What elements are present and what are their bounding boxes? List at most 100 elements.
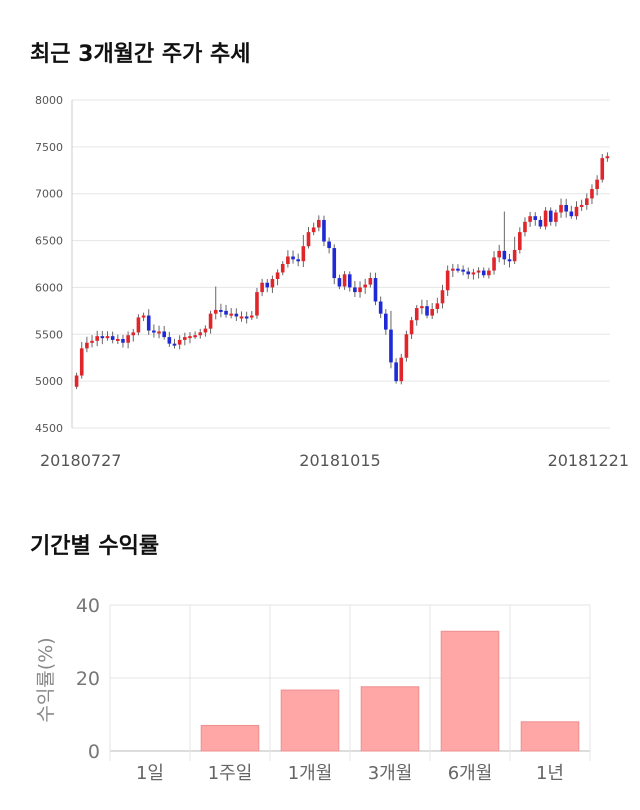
- candle-body: [554, 212, 558, 222]
- candle-body: [435, 303, 440, 309]
- candle-body: [198, 332, 203, 336]
- returns-bar: [520, 721, 580, 752]
- returns-bar: [360, 686, 420, 752]
- candle-body: [420, 306, 424, 309]
- candle-body: [239, 316, 244, 319]
- candle-body: [363, 284, 367, 288]
- candle-body: [461, 269, 465, 272]
- candle-body: [466, 271, 471, 275]
- candle-body: [177, 339, 182, 345]
- candle-body: [492, 257, 496, 271]
- price-y-tick: 6500: [35, 235, 63, 248]
- returns-bars: [200, 630, 580, 752]
- price-trend-chart: 8000 7500 7000 6500 6000 5500 5000 4500 2018072…: [35, 94, 629, 470]
- candle-body: [332, 248, 337, 279]
- price-x-tick: 20181015: [299, 451, 380, 470]
- candle-body: [188, 336, 192, 339]
- candle-body: [167, 337, 172, 344]
- returns-x-tick: 6개월: [448, 763, 493, 784]
- price-grid: [71, 99, 610, 429]
- candle-body: [301, 246, 306, 262]
- price-y-tick: 7000: [35, 188, 63, 201]
- candle-body: [141, 315, 146, 318]
- candle-body: [569, 211, 574, 217]
- candle-body: [414, 308, 419, 321]
- candle-body: [373, 278, 378, 302]
- price-chart-title: 최근 3개월간 주가 추세: [30, 42, 251, 67]
- candle-body: [95, 336, 99, 341]
- price-y-tick: 8000: [35, 94, 63, 107]
- candle-body: [543, 210, 548, 227]
- candle-body: [440, 290, 445, 304]
- returns-x-tick: 1일: [136, 763, 164, 784]
- candle-body: [471, 272, 476, 275]
- candle-body: [585, 198, 589, 205]
- candle-body: [399, 357, 404, 382]
- returns-bar: [280, 689, 340, 752]
- candle-body: [244, 316, 249, 319]
- candle-body: [90, 340, 94, 343]
- candle-body: [425, 306, 429, 316]
- candle-body: [337, 278, 342, 287]
- candle-body: [404, 334, 409, 358]
- returns-x-axis: 1일 1주일 1개월 3개월 6개월 1년: [136, 763, 564, 784]
- candle-body: [193, 335, 197, 338]
- candle-body: [574, 206, 579, 217]
- candle-body: [389, 329, 393, 363]
- candle-body: [116, 338, 120, 341]
- candle-body: [533, 216, 538, 220]
- price-candles: [74, 152, 610, 390]
- candle-body: [126, 335, 130, 343]
- candle-body: [579, 204, 584, 207]
- returns-chart-title: 기간별 수익률: [30, 534, 160, 559]
- candle-body: [384, 313, 388, 330]
- candle-body: [280, 264, 285, 273]
- candle-body: [528, 216, 532, 222]
- candle-body: [260, 282, 264, 293]
- candle-body: [136, 317, 141, 333]
- candle-body: [229, 313, 233, 316]
- candle-body: [394, 362, 398, 382]
- price-x-axis: 20180727 20181015 20181221: [40, 451, 629, 470]
- candle-body: [219, 309, 223, 312]
- candle-body: [208, 313, 213, 329]
- candle-body: [296, 259, 300, 262]
- candle-body: [502, 250, 507, 260]
- candle-body: [409, 320, 414, 335]
- price-x-tick: 20181221: [548, 451, 629, 470]
- returns-x-tick: 1주일: [208, 763, 253, 784]
- candle-body: [172, 343, 177, 346]
- candle-body: [327, 241, 331, 249]
- candle-body: [476, 270, 481, 273]
- candle-body: [507, 259, 512, 262]
- candle-body: [342, 274, 347, 287]
- candle-body: [378, 301, 383, 314]
- candle-body: [183, 337, 187, 340]
- price-x-tick: 20180727: [40, 451, 121, 470]
- candle-body: [456, 268, 460, 271]
- candle-body: [605, 156, 610, 159]
- returns-bar: [200, 724, 260, 752]
- candle-body: [497, 250, 501, 258]
- candle-body: [590, 189, 594, 199]
- returns-bar: [440, 630, 500, 752]
- candle-body: [121, 338, 125, 343]
- candle-body: [291, 256, 295, 260]
- candle-body: [152, 330, 156, 333]
- candle-body: [100, 336, 105, 339]
- candle-body: [368, 278, 373, 285]
- candle-body: [157, 331, 161, 334]
- candle-body: [105, 336, 110, 339]
- candle-body: [224, 310, 228, 315]
- candle-body: [353, 287, 357, 293]
- candle-body: [445, 270, 450, 291]
- candle-body: [255, 292, 259, 316]
- candle-body: [538, 219, 543, 227]
- candle-body: [131, 332, 136, 336]
- candle-body: [270, 278, 275, 288]
- candle-body: [347, 274, 352, 288]
- returns-y-axis-label: 수익률(%): [35, 637, 57, 722]
- candle-body: [203, 328, 208, 333]
- returns-x-tick: 3개월: [368, 763, 413, 784]
